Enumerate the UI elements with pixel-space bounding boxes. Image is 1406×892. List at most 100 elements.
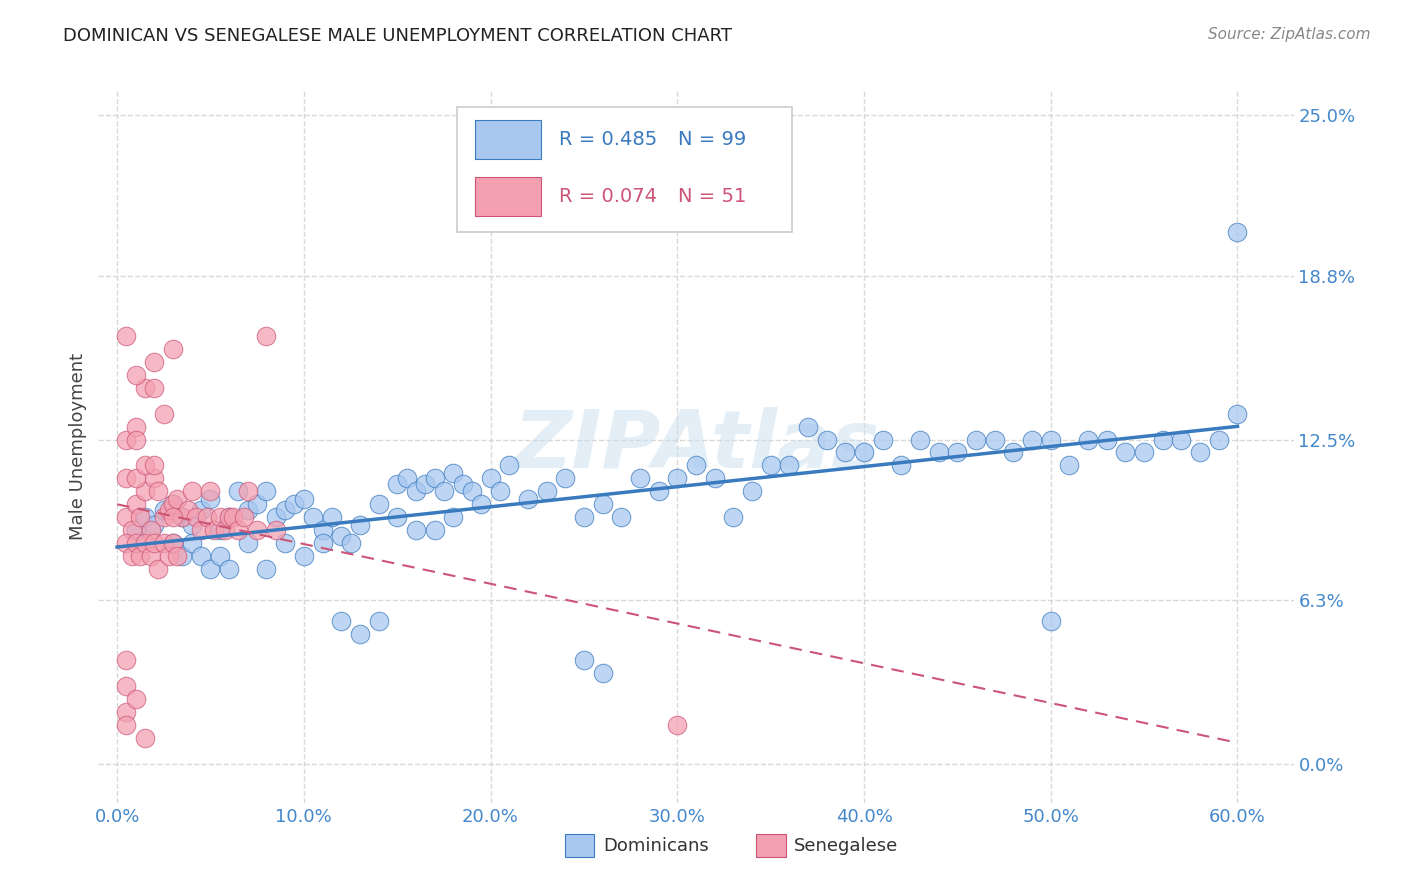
Point bbox=[143, 458, 166, 473]
Text: Senegalese: Senegalese bbox=[794, 837, 898, 855]
Point bbox=[125, 524, 148, 538]
FancyBboxPatch shape bbox=[475, 177, 541, 216]
Point bbox=[236, 484, 259, 499]
Point bbox=[125, 536, 148, 550]
Point bbox=[233, 510, 256, 524]
Point bbox=[190, 549, 212, 564]
Point bbox=[256, 562, 278, 576]
Point bbox=[1152, 433, 1174, 447]
Point bbox=[451, 476, 474, 491]
Point bbox=[162, 497, 184, 511]
Text: ZIPAtlas: ZIPAtlas bbox=[513, 407, 879, 485]
Point bbox=[872, 433, 894, 447]
Point bbox=[321, 510, 343, 524]
Point bbox=[218, 562, 240, 576]
Point bbox=[778, 458, 800, 473]
Point bbox=[195, 510, 218, 524]
Point bbox=[292, 549, 315, 564]
Point bbox=[125, 419, 148, 434]
Point bbox=[928, 445, 950, 459]
Point bbox=[666, 718, 689, 732]
Text: R = 0.074: R = 0.074 bbox=[558, 186, 657, 206]
Point bbox=[180, 518, 202, 533]
Point bbox=[166, 492, 188, 507]
Point bbox=[222, 510, 245, 524]
Point bbox=[1226, 225, 1249, 239]
Point bbox=[572, 510, 595, 524]
Point bbox=[1095, 433, 1118, 447]
FancyBboxPatch shape bbox=[565, 834, 595, 857]
Point bbox=[218, 510, 240, 524]
Point bbox=[908, 433, 931, 447]
Point bbox=[385, 476, 409, 491]
Point bbox=[202, 524, 225, 538]
Point bbox=[1021, 433, 1043, 447]
Point bbox=[143, 518, 166, 533]
Point bbox=[536, 484, 558, 499]
Point bbox=[152, 502, 174, 516]
Point bbox=[1002, 445, 1025, 459]
Text: DOMINICAN VS SENEGALESE MALE UNEMPLOYMENT CORRELATION CHART: DOMINICAN VS SENEGALESE MALE UNEMPLOYMEN… bbox=[63, 27, 733, 45]
Point bbox=[134, 731, 156, 745]
Point bbox=[1170, 433, 1192, 447]
Point bbox=[311, 536, 333, 550]
Point bbox=[115, 705, 138, 719]
Point bbox=[441, 467, 464, 481]
Point bbox=[143, 354, 166, 368]
Point bbox=[572, 653, 595, 667]
Point bbox=[115, 718, 138, 732]
Point bbox=[1226, 407, 1249, 421]
Point bbox=[152, 510, 174, 524]
Point bbox=[139, 549, 162, 564]
Point bbox=[741, 484, 763, 499]
Point bbox=[984, 433, 1007, 447]
Point bbox=[367, 497, 389, 511]
Point bbox=[723, 510, 745, 524]
Point bbox=[128, 510, 150, 524]
Point bbox=[162, 497, 184, 511]
Point bbox=[498, 458, 520, 473]
Point bbox=[395, 471, 418, 485]
Point bbox=[349, 627, 371, 641]
Point bbox=[115, 433, 138, 447]
Point bbox=[214, 524, 236, 538]
Point bbox=[208, 549, 231, 564]
Point bbox=[208, 524, 231, 538]
Point bbox=[461, 484, 484, 499]
FancyBboxPatch shape bbox=[457, 107, 792, 232]
Point bbox=[890, 458, 912, 473]
Point bbox=[1077, 433, 1099, 447]
Point bbox=[172, 549, 194, 564]
Point bbox=[264, 524, 287, 538]
FancyBboxPatch shape bbox=[475, 120, 541, 159]
Point bbox=[433, 484, 456, 499]
Point bbox=[797, 419, 820, 434]
Point bbox=[236, 536, 259, 550]
Point bbox=[125, 368, 148, 382]
Point bbox=[143, 471, 166, 485]
Point bbox=[162, 342, 184, 356]
Point bbox=[1039, 614, 1062, 628]
Point bbox=[180, 536, 202, 550]
Point bbox=[184, 510, 207, 524]
Point bbox=[157, 502, 180, 516]
Text: Source: ZipAtlas.com: Source: ZipAtlas.com bbox=[1208, 27, 1371, 42]
Point bbox=[1133, 445, 1156, 459]
Point bbox=[148, 562, 170, 576]
Point bbox=[134, 381, 156, 395]
Point bbox=[128, 549, 150, 564]
Point bbox=[190, 524, 212, 538]
Point bbox=[554, 471, 576, 485]
Point bbox=[172, 510, 194, 524]
Point bbox=[115, 653, 138, 667]
Point bbox=[121, 549, 143, 564]
Point bbox=[311, 524, 333, 538]
Point bbox=[834, 445, 856, 459]
Point bbox=[256, 328, 278, 343]
Point bbox=[330, 614, 353, 628]
Point bbox=[166, 549, 188, 564]
Point bbox=[134, 536, 156, 550]
Point bbox=[815, 433, 838, 447]
Point bbox=[143, 536, 166, 550]
Point bbox=[274, 536, 297, 550]
